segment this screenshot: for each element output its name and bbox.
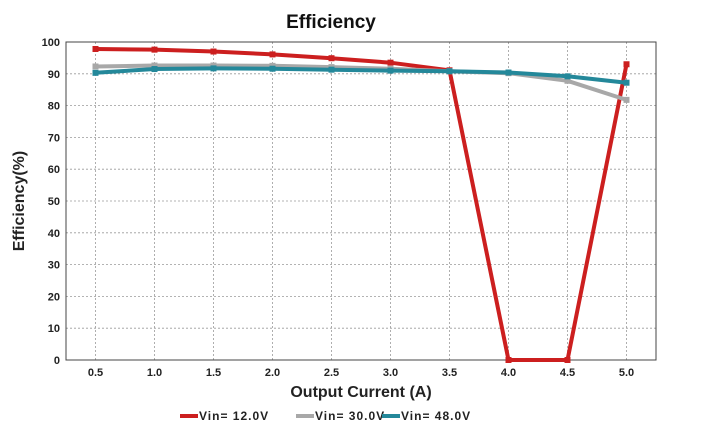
data-point [210,65,217,72]
series-lines [92,45,630,363]
data-point [92,69,99,76]
y-tick-label: 80 [48,101,60,113]
data-point [623,96,630,103]
data-point [505,69,512,76]
legend-item: Vin= 12.0V [180,409,269,423]
x-tick-label: 4.0 [501,367,516,379]
data-point [151,62,158,69]
x-tick-label: 5.0 [619,367,634,379]
series-line [93,47,629,362]
y-tick-label: 30 [48,260,60,272]
x-tick-label: 3.5 [442,367,457,379]
y-tick-label: 0 [54,355,60,367]
y-axis-label: Efficiency(%) [11,151,28,251]
data-point [387,59,394,66]
grid-lines [66,42,656,360]
tick-labels: 0 10 20 30 40 50 60 70 80 90 100 0.5 1.0 1.5 2.0 2.5 3.0… [42,37,635,379]
y-tick-label: 40 [48,228,60,240]
data-point [623,79,630,86]
data-point [92,63,99,70]
series-line [93,66,629,85]
data-point [446,68,453,75]
y-tick-label: 10 [48,323,60,335]
x-axis-label: Output Current (A) [290,384,431,401]
legend-item: Vin= 48.0V [382,409,471,423]
x-tick-label: 0.5 [88,367,103,379]
y-tick-label: 100 [42,37,60,49]
legend-label: Vin= 12.0V [199,409,269,423]
data-point [387,67,394,74]
data-point [151,46,158,53]
y-tick-label: 60 [48,164,60,176]
data-point [269,65,276,72]
x-tick-label: 2.5 [324,367,339,379]
data-point [92,45,99,52]
data-point [505,357,512,363]
data-point [623,61,630,68]
legend: Vin= 12.0V Vin= 30.0V Vin= 48.0V [180,409,471,423]
data-point [151,66,158,73]
y-tick-label: 90 [48,69,60,81]
y-tick-label: 70 [48,132,60,144]
data-point [328,66,335,73]
data-point [564,357,571,363]
series-0 [92,45,630,363]
chart-title: Efficiency [286,12,376,33]
data-point [564,77,571,84]
legend-label: Vin= 48.0V [401,409,471,423]
data-point [269,51,276,58]
series-2 [92,65,630,86]
x-tick-label: 3.0 [383,367,398,379]
x-tick-label: 4.5 [560,367,575,379]
data-point [328,55,335,62]
series-line [93,63,629,102]
x-tick-label: 1.0 [147,367,162,379]
x-tick-label: 2.0 [265,367,280,379]
y-tick-label: 50 [48,196,60,208]
x-tick-label: 1.5 [206,367,221,379]
y-tick-label: 20 [48,291,60,303]
plot-frame [65,41,657,361]
data-point [210,48,217,55]
legend-item: Vin= 30.0V [296,409,385,423]
data-point [564,73,571,80]
legend-label: Vin= 30.0V [315,409,385,423]
